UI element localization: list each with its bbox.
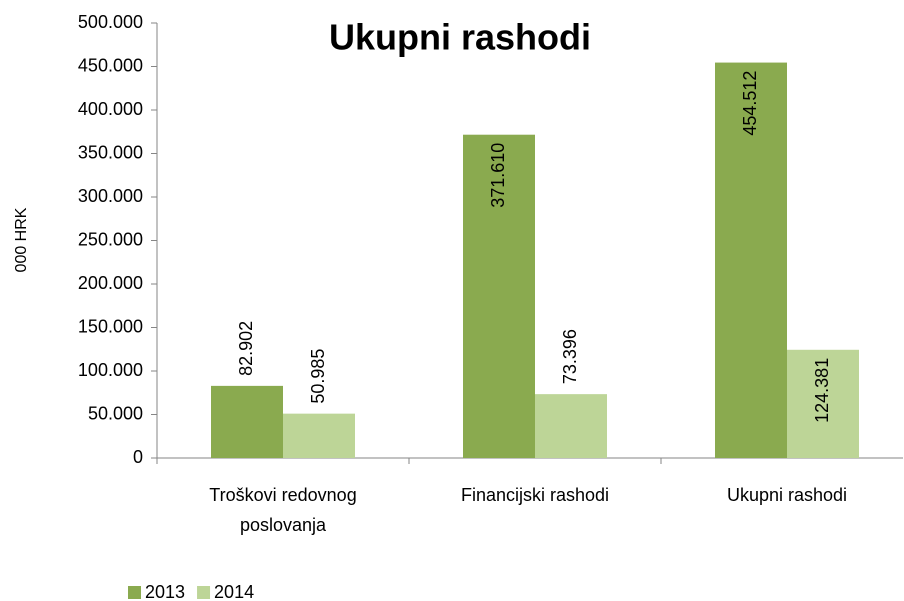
legend-label: 2014 <box>214 582 254 601</box>
y-tick-label: 450.000 <box>78 55 143 75</box>
chart-title: Ukupni rashodi <box>329 17 591 58</box>
y-tick-label: 150.000 <box>78 316 143 336</box>
legend-swatch <box>128 586 141 599</box>
x-tick-label: Ukupni rashodi <box>726 485 848 505</box>
y-tick-label: 100.000 <box>78 360 143 380</box>
bar <box>715 62 787 459</box>
bar <box>283 413 355 458</box>
data-label: 73.396 <box>560 329 580 384</box>
y-tick-label: 250.000 <box>78 229 143 249</box>
x-tick-label: Financijski rashodi <box>460 485 610 505</box>
data-label: 124.381 <box>812 358 832 423</box>
legend-label: 2013 <box>145 582 185 601</box>
y-tick-label: 200.000 <box>78 273 143 293</box>
bar <box>463 134 535 459</box>
bar <box>211 385 283 458</box>
y-tick-label: 300.000 <box>78 186 143 206</box>
y-tick-label: 50.000 <box>88 403 143 423</box>
y-tick-label: 0 <box>133 447 143 467</box>
data-label: 50.985 <box>308 349 328 404</box>
y-tick-label: 350.000 <box>78 142 143 162</box>
bar <box>535 394 607 458</box>
legend-swatch <box>197 586 211 599</box>
data-label: 371.610 <box>488 143 508 208</box>
y-tick-label: 500.000 <box>78 12 143 32</box>
data-label: 454.512 <box>740 71 760 136</box>
y-axis-label: 000 HRK <box>13 207 30 272</box>
bar <box>787 349 859 458</box>
y-tick-label: 400.000 <box>78 99 143 119</box>
x-tick-label: Troškovi redovnog poslovanja <box>209 485 357 535</box>
data-label: 82.902 <box>236 321 256 376</box>
